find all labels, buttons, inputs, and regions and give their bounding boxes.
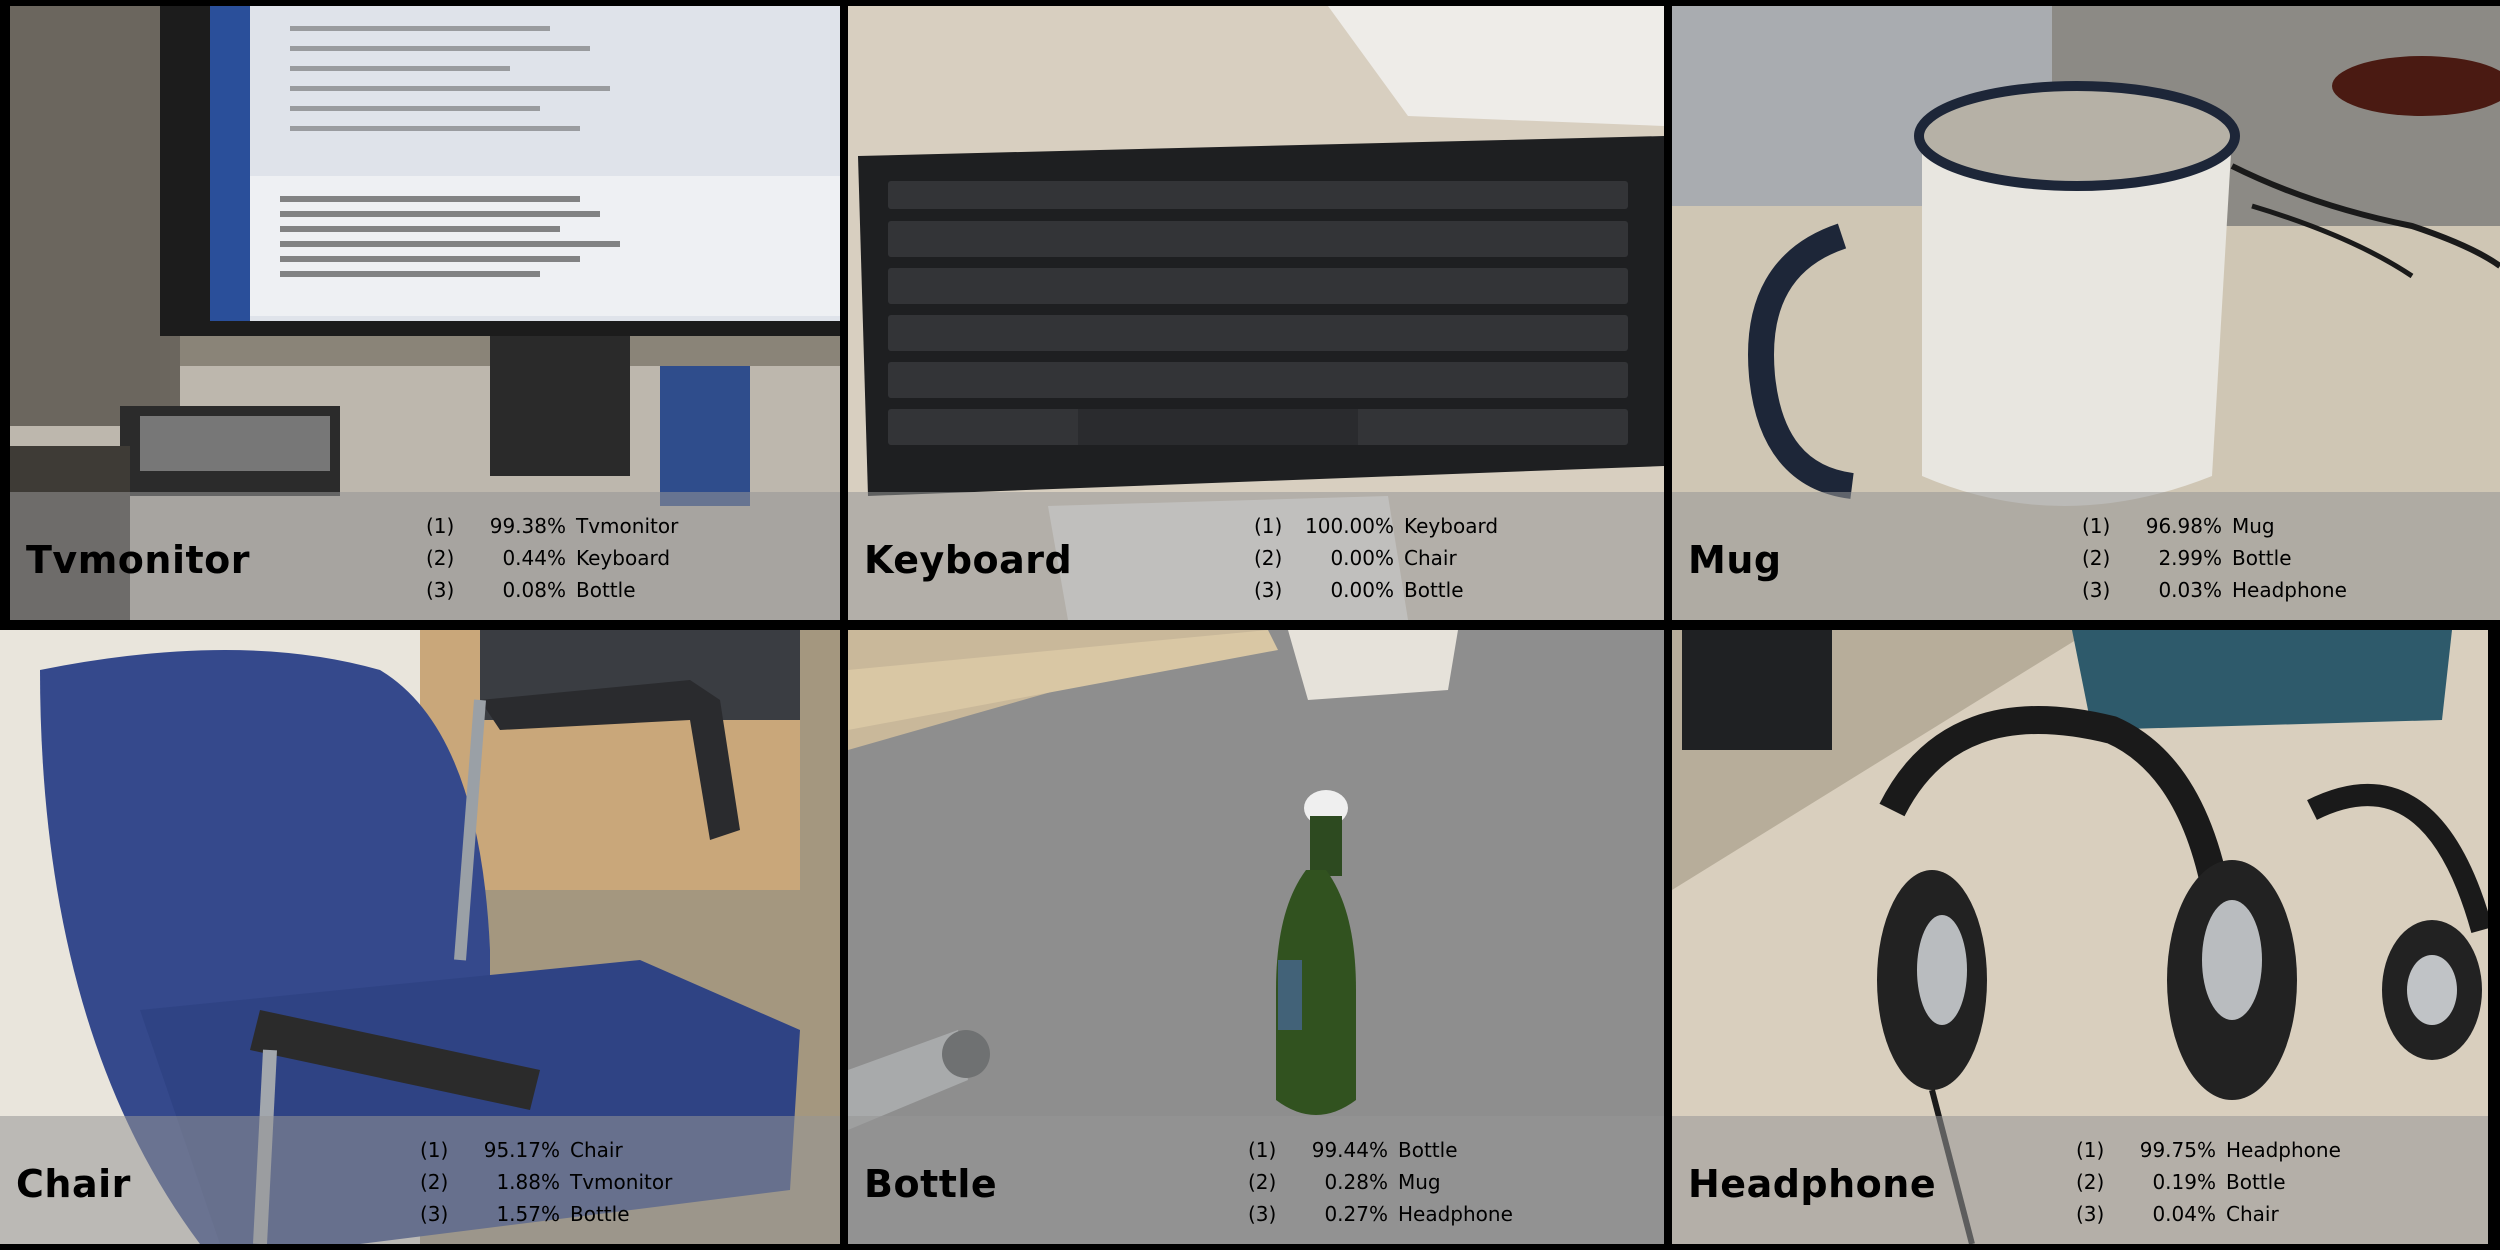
prediction-percent: 99.44%	[1311, 1138, 1388, 1162]
prediction-rank: (2)	[426, 546, 455, 570]
top3-predictions: (1) 99.44% Bottle (2) 0.28% Mug (3) 0.27% Head…	[1248, 1134, 1513, 1230]
prediction-rank: (3)	[420, 1202, 449, 1226]
prediction-row: (2) 1.88% Tvmonitor	[420, 1166, 672, 1198]
prediction-percent: 0.00%	[1330, 578, 1394, 602]
prediction-row: (3) 0.08% Bottle	[426, 574, 678, 606]
tile-chair: Chair (1) 95.17% Chair (2) 1.88% Tvmonitor (…	[0, 630, 840, 1244]
prediction-rank: (1)	[1248, 1138, 1277, 1162]
prediction-row: (1) 99.38% Tvmonitor	[426, 510, 678, 542]
predicted-label: Bottle	[864, 1162, 998, 1206]
prediction-overlay	[848, 492, 1664, 620]
prediction-row: (1) 95.17% Chair	[420, 1134, 672, 1166]
prediction-percent: 1.57%	[496, 1202, 560, 1226]
prediction-rank: (1)	[2076, 1138, 2105, 1162]
prediction-percent: 2.99%	[2158, 546, 2222, 570]
top3-predictions: (1) 99.38% Tvmonitor (2) 0.44% Keyboard (3) 0…	[426, 510, 678, 606]
predicted-label: Mug	[1688, 538, 1782, 582]
prediction-class: Bottle	[1404, 578, 1464, 602]
prediction-class: Bottle	[576, 578, 636, 602]
prediction-percent: 0.00%	[1330, 546, 1394, 570]
prediction-percent: 1.88%	[496, 1170, 560, 1194]
prediction-class: Chair	[570, 1138, 623, 1162]
tile-keyboard: Keyboard (1) 100.00% Keyboard (2) 0.00% Chai…	[848, 6, 1664, 620]
prediction-percent: 96.98%	[2145, 514, 2222, 538]
prediction-overlay	[1672, 1116, 2488, 1244]
prediction-rank: (3)	[2076, 1202, 2105, 1226]
prediction-row: (3) 1.57% Bottle	[420, 1198, 672, 1230]
prediction-percent: 99.75%	[2139, 1138, 2216, 1162]
tile-headphone: Headphone (1) 99.75% Headphone (2) 0.19% Bot…	[1672, 630, 2488, 1244]
top3-predictions: (1) 96.98% Mug (2) 2.99% Bottle (3) 0.03% Head…	[2082, 510, 2347, 606]
top3-predictions: (1) 99.75% Headphone (2) 0.19% Bottle (3) 0.0…	[2076, 1134, 2341, 1230]
prediction-percent: 0.28%	[1324, 1170, 1388, 1194]
predicted-label: Chair	[16, 1162, 131, 1206]
prediction-class: Tvmonitor	[570, 1170, 673, 1194]
prediction-rank: (2)	[2082, 546, 2111, 570]
prediction-overlay	[1672, 492, 2500, 620]
prediction-overlay	[10, 492, 840, 620]
prediction-row: (2) 2.99% Bottle	[2082, 542, 2347, 574]
prediction-row: (2) 0.28% Mug	[1248, 1166, 1513, 1198]
prediction-percent: 0.44%	[502, 546, 566, 570]
prediction-class: Chair	[2226, 1202, 2279, 1226]
prediction-class: Headphone	[2232, 578, 2347, 602]
prediction-percent: 100.00%	[1305, 514, 1394, 538]
predicted-label: Headphone	[1688, 1162, 1937, 1206]
prediction-class: Bottle	[2226, 1170, 2286, 1194]
prediction-class: Bottle	[2232, 546, 2292, 570]
prediction-rank: (3)	[1254, 578, 1283, 602]
prediction-percent: 0.08%	[502, 578, 566, 602]
prediction-rank: (3)	[1248, 1202, 1277, 1226]
prediction-percent: 0.03%	[2158, 578, 2222, 602]
prediction-row: (2) 0.44% Keyboard	[426, 542, 678, 574]
tile-tvmonitor: Tvmonitor (1) 99.38% Tvmonitor (2) 0.44% Key…	[10, 6, 840, 620]
top3-predictions: (1) 100.00% Keyboard (2) 0.00% Chair (3) 0.00…	[1254, 510, 1498, 606]
prediction-class: Headphone	[1398, 1202, 1513, 1226]
prediction-class: Tvmonitor	[576, 514, 679, 538]
prediction-rank: (3)	[2082, 578, 2111, 602]
prediction-rank: (1)	[1254, 514, 1283, 538]
prediction-row: (3) 0.27% Headphone	[1248, 1198, 1513, 1230]
prediction-row: (2) 0.00% Chair	[1254, 542, 1498, 574]
prediction-percent: 0.27%	[1324, 1202, 1388, 1226]
prediction-row: (1) 99.75% Headphone	[2076, 1134, 2341, 1166]
predicted-label: Keyboard	[864, 538, 1073, 582]
prediction-percent: 0.04%	[2152, 1202, 2216, 1226]
prediction-rank: (1)	[426, 514, 455, 538]
prediction-percent: 99.38%	[489, 514, 566, 538]
prediction-row: (3) 0.00% Bottle	[1254, 574, 1498, 606]
prediction-row: (2) 0.19% Bottle	[2076, 1166, 2341, 1198]
prediction-overlay	[0, 1116, 840, 1244]
prediction-class: Mug	[1398, 1170, 1441, 1194]
prediction-rank: (3)	[426, 578, 455, 602]
prediction-rank: (2)	[1248, 1170, 1277, 1194]
prediction-rank: (2)	[420, 1170, 449, 1194]
prediction-rank: (1)	[2082, 514, 2111, 538]
prediction-row: (1) 100.00% Keyboard	[1254, 510, 1498, 542]
prediction-class: Bottle	[1398, 1138, 1458, 1162]
prediction-row: (3) 0.03% Headphone	[2082, 574, 2347, 606]
prediction-rank: (1)	[420, 1138, 449, 1162]
prediction-class: Keyboard	[576, 546, 671, 570]
prediction-row: (1) 96.98% Mug	[2082, 510, 2347, 542]
prediction-row: (3) 0.04% Chair	[2076, 1198, 2341, 1230]
prediction-class: Keyboard	[1404, 514, 1499, 538]
prediction-percent: 0.19%	[2152, 1170, 2216, 1194]
prediction-rank: (2)	[2076, 1170, 2105, 1194]
prediction-class: Headphone	[2226, 1138, 2341, 1162]
tile-mug: Mug (1) 96.98% Mug (2) 2.99% Bottle (3) 0.03%…	[1672, 6, 2500, 620]
prediction-row: (1) 99.44% Bottle	[1248, 1134, 1513, 1166]
prediction-overlay	[848, 1116, 1664, 1244]
tile-bottle: Bottle (1) 99.44% Bottle (2) 0.28% Mug (3) 0.…	[848, 630, 1664, 1244]
prediction-class: Chair	[1404, 546, 1457, 570]
prediction-rank: (2)	[1254, 546, 1283, 570]
prediction-class: Bottle	[570, 1202, 630, 1226]
prediction-class: Mug	[2232, 514, 2275, 538]
prediction-percent: 95.17%	[483, 1138, 560, 1162]
predicted-label: Tvmonitor	[26, 538, 250, 582]
top3-predictions: (1) 95.17% Chair (2) 1.88% Tvmonitor (3) 1.57…	[420, 1134, 672, 1230]
